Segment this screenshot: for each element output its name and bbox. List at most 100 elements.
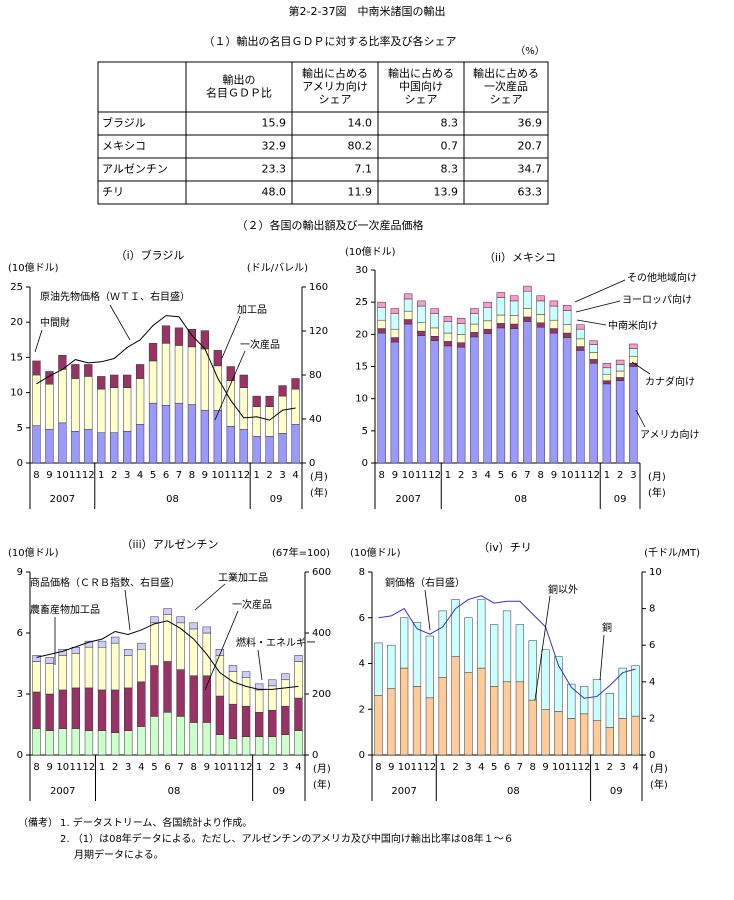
row-label: チリ [102, 186, 124, 199]
bar-segment [137, 681, 146, 727]
y-axis-label: (10億ドル) [8, 546, 59, 559]
x-tick-label: 4 [478, 762, 484, 773]
bar-segment [58, 728, 67, 756]
y-tick-label: 6 [359, 613, 365, 624]
bar-segment [71, 364, 80, 379]
bar-segment [443, 321, 453, 334]
x-tick-label: 9 [46, 470, 52, 481]
bar-segment [84, 646, 94, 689]
x-tick-label: 11 [224, 470, 237, 481]
bar-segment [148, 402, 158, 464]
bar-segment [265, 406, 274, 437]
x-tick-label: 10 [211, 470, 224, 481]
bar-segment [187, 404, 197, 464]
bar-segment [412, 686, 422, 756]
bar-segment [377, 319, 386, 329]
section-heading: （１）輸出の名目ＧＤＰに対する比率及び各シェア [204, 34, 457, 48]
bar-segment [163, 712, 172, 756]
table-cell: 63.3 [518, 186, 543, 199]
table-cell: 7.1 [355, 163, 373, 176]
bar-segment [592, 679, 602, 721]
year-label: 09 [610, 786, 623, 797]
x-tick-label: 8 [375, 762, 381, 773]
bar-segment [202, 675, 211, 723]
y2-axis-label: (ドル/バレル) [247, 262, 308, 274]
bar-segment [281, 705, 290, 735]
y-tick-label: 3 [17, 689, 23, 700]
section-heading: （２）各国の輸出額及び一次産品価格 [237, 218, 424, 232]
x-tick-label: 3 [282, 762, 288, 773]
bar-segment [477, 599, 486, 669]
bar-segment [549, 332, 559, 464]
x-tick-label: 8 [530, 762, 536, 773]
x-tick-label: 8 [189, 470, 195, 481]
bar-segment [124, 687, 133, 731]
bar-segment [417, 335, 426, 464]
year-label: 08 [514, 494, 527, 505]
bar-segment [294, 661, 303, 699]
bar-segment [252, 406, 261, 437]
y-tick-label: 20 [355, 329, 368, 340]
bar-segment [268, 736, 277, 756]
bar-segment [45, 428, 54, 464]
bar-segment [58, 689, 67, 729]
bar-segment [45, 657, 54, 664]
y-axis-label: (10億ドル) [8, 261, 59, 274]
series-label: 一次産品 [240, 338, 280, 351]
x-tick-label: 11 [415, 470, 428, 481]
bar-segment [430, 327, 439, 337]
x-unit: (月) [648, 471, 666, 483]
bar-segment [549, 300, 559, 307]
bar-segment [567, 718, 576, 756]
bar-segment [71, 653, 81, 689]
bar-segment [265, 395, 274, 407]
year-label: 2007 [50, 494, 75, 505]
table-cell: 0.7 [441, 140, 459, 153]
year-label: 08 [166, 494, 179, 505]
bar-segment [576, 346, 585, 351]
bar-segment [430, 308, 439, 314]
bar-segment [502, 610, 512, 683]
bar-segment [536, 295, 545, 302]
bar-segment [403, 298, 413, 312]
bar-segment [110, 732, 120, 756]
bar-segment [163, 608, 172, 615]
bar-segment [602, 363, 612, 369]
y-tick-label: 0 [359, 750, 365, 761]
bar-segment [464, 672, 473, 756]
bar-segment [110, 642, 120, 691]
bar-segment [202, 722, 211, 756]
series-label: 銅 [602, 621, 612, 634]
series-label: その他地域向け [627, 271, 697, 284]
note: 1. データストリーム、各国統計より作成。 [60, 816, 252, 829]
row-label: ブラジル [102, 116, 146, 130]
bar-segment [592, 720, 602, 756]
x-tick-label: 12 [587, 470, 600, 481]
bar-segment [135, 424, 145, 464]
x-tick-label: 2 [458, 470, 464, 481]
x-tick-label: 10 [552, 762, 565, 773]
y2-tick-label: 40 [309, 414, 322, 425]
bar-segment [502, 681, 512, 756]
bar-segment [602, 367, 612, 375]
bar-segment [215, 734, 225, 756]
bar-segment [417, 330, 426, 336]
x-tick-label: 3 [620, 762, 626, 773]
x-tick-label: 12 [240, 762, 253, 773]
bar-segment [150, 616, 159, 624]
bar-segment [496, 314, 506, 324]
bar-segment [430, 340, 439, 464]
y-tick-label: 15 [10, 352, 23, 363]
bar-segment [451, 599, 460, 657]
bar-segment [374, 642, 383, 696]
bar-segment [148, 343, 158, 362]
bar-segment [523, 290, 532, 309]
bar-segment [541, 709, 550, 756]
bar-segment [403, 310, 413, 320]
bar-segment [400, 667, 409, 756]
x-tick-label: 12 [82, 470, 95, 481]
annotation-leader [257, 649, 263, 681]
y2-tick-label: 80 [309, 370, 322, 381]
x-tick-label: 10 [398, 762, 411, 773]
bar-segment [554, 656, 563, 712]
